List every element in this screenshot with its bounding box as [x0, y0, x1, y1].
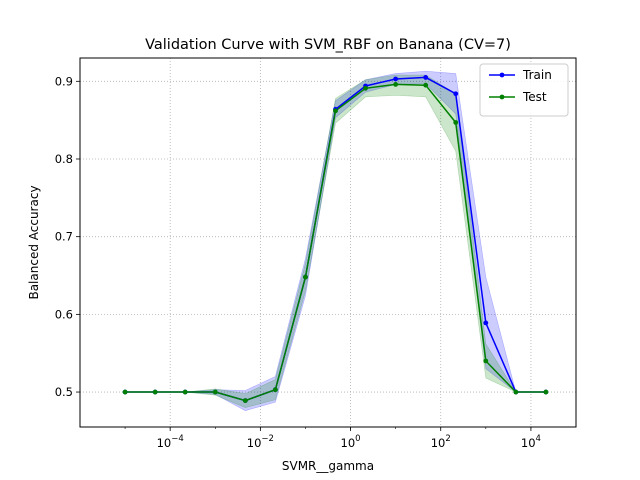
test-data-point [212, 389, 218, 395]
y-axis-ticks: 0.5 0.6 0.7 0.8 0.9 [55, 74, 80, 399]
y-tick-label: 0.5 [55, 385, 73, 399]
legend-label-test: Test [522, 90, 547, 104]
x-tick-exponent: 4 [536, 434, 541, 444]
y-tick-label: 0.6 [55, 307, 73, 321]
x-axis-ticks: 10−4 10−2 100 102 104 [124, 427, 541, 450]
test-data-point [303, 274, 308, 280]
train-data-point [423, 75, 429, 80]
x-tick-exponent: −4 [171, 434, 184, 444]
test-data-point [393, 82, 399, 87]
series-points [122, 75, 549, 403]
y-tick-label: 0.7 [55, 230, 73, 244]
test-data-point [182, 389, 188, 395]
test-data-point [333, 108, 338, 114]
x-tick-exponent: −2 [261, 434, 274, 444]
x-tick-exponent: 2 [445, 434, 450, 444]
train-data-point [393, 76, 399, 82]
chart-title: Validation Curve with SVM_RBF on Banana … [145, 37, 511, 53]
y-tick-label: 0.9 [55, 74, 73, 88]
y-tick-label: 0.8 [55, 152, 73, 166]
test-data-point [483, 358, 489, 364]
test-data-point [543, 389, 549, 395]
legend-marker-train [499, 72, 505, 78]
legend-marker-test [499, 94, 505, 100]
y-axis-label: Balanced Accuracy [27, 185, 41, 299]
test-data-point [513, 389, 519, 395]
plot-area [80, 58, 576, 427]
x-axis-label: SVMR__gamma [282, 459, 374, 473]
train-confidence-band [125, 70, 546, 412]
test-data-point [453, 120, 459, 125]
test-data-point [242, 398, 248, 403]
test-data-point [363, 85, 368, 91]
test-confidence-band [125, 74, 546, 408]
test-data-point [122, 389, 128, 395]
plot-frame [79, 57, 577, 428]
confidence-bands [125, 70, 546, 412]
x-tick-exponent: 0 [355, 434, 360, 444]
legend: Train Test [479, 63, 569, 117]
test-data-point [152, 389, 158, 395]
test-data-point [423, 82, 429, 88]
train-data-point [483, 320, 489, 326]
legend-label-train: Train [522, 68, 552, 82]
test-data-point [272, 387, 278, 393]
train-data-point [453, 91, 459, 97]
